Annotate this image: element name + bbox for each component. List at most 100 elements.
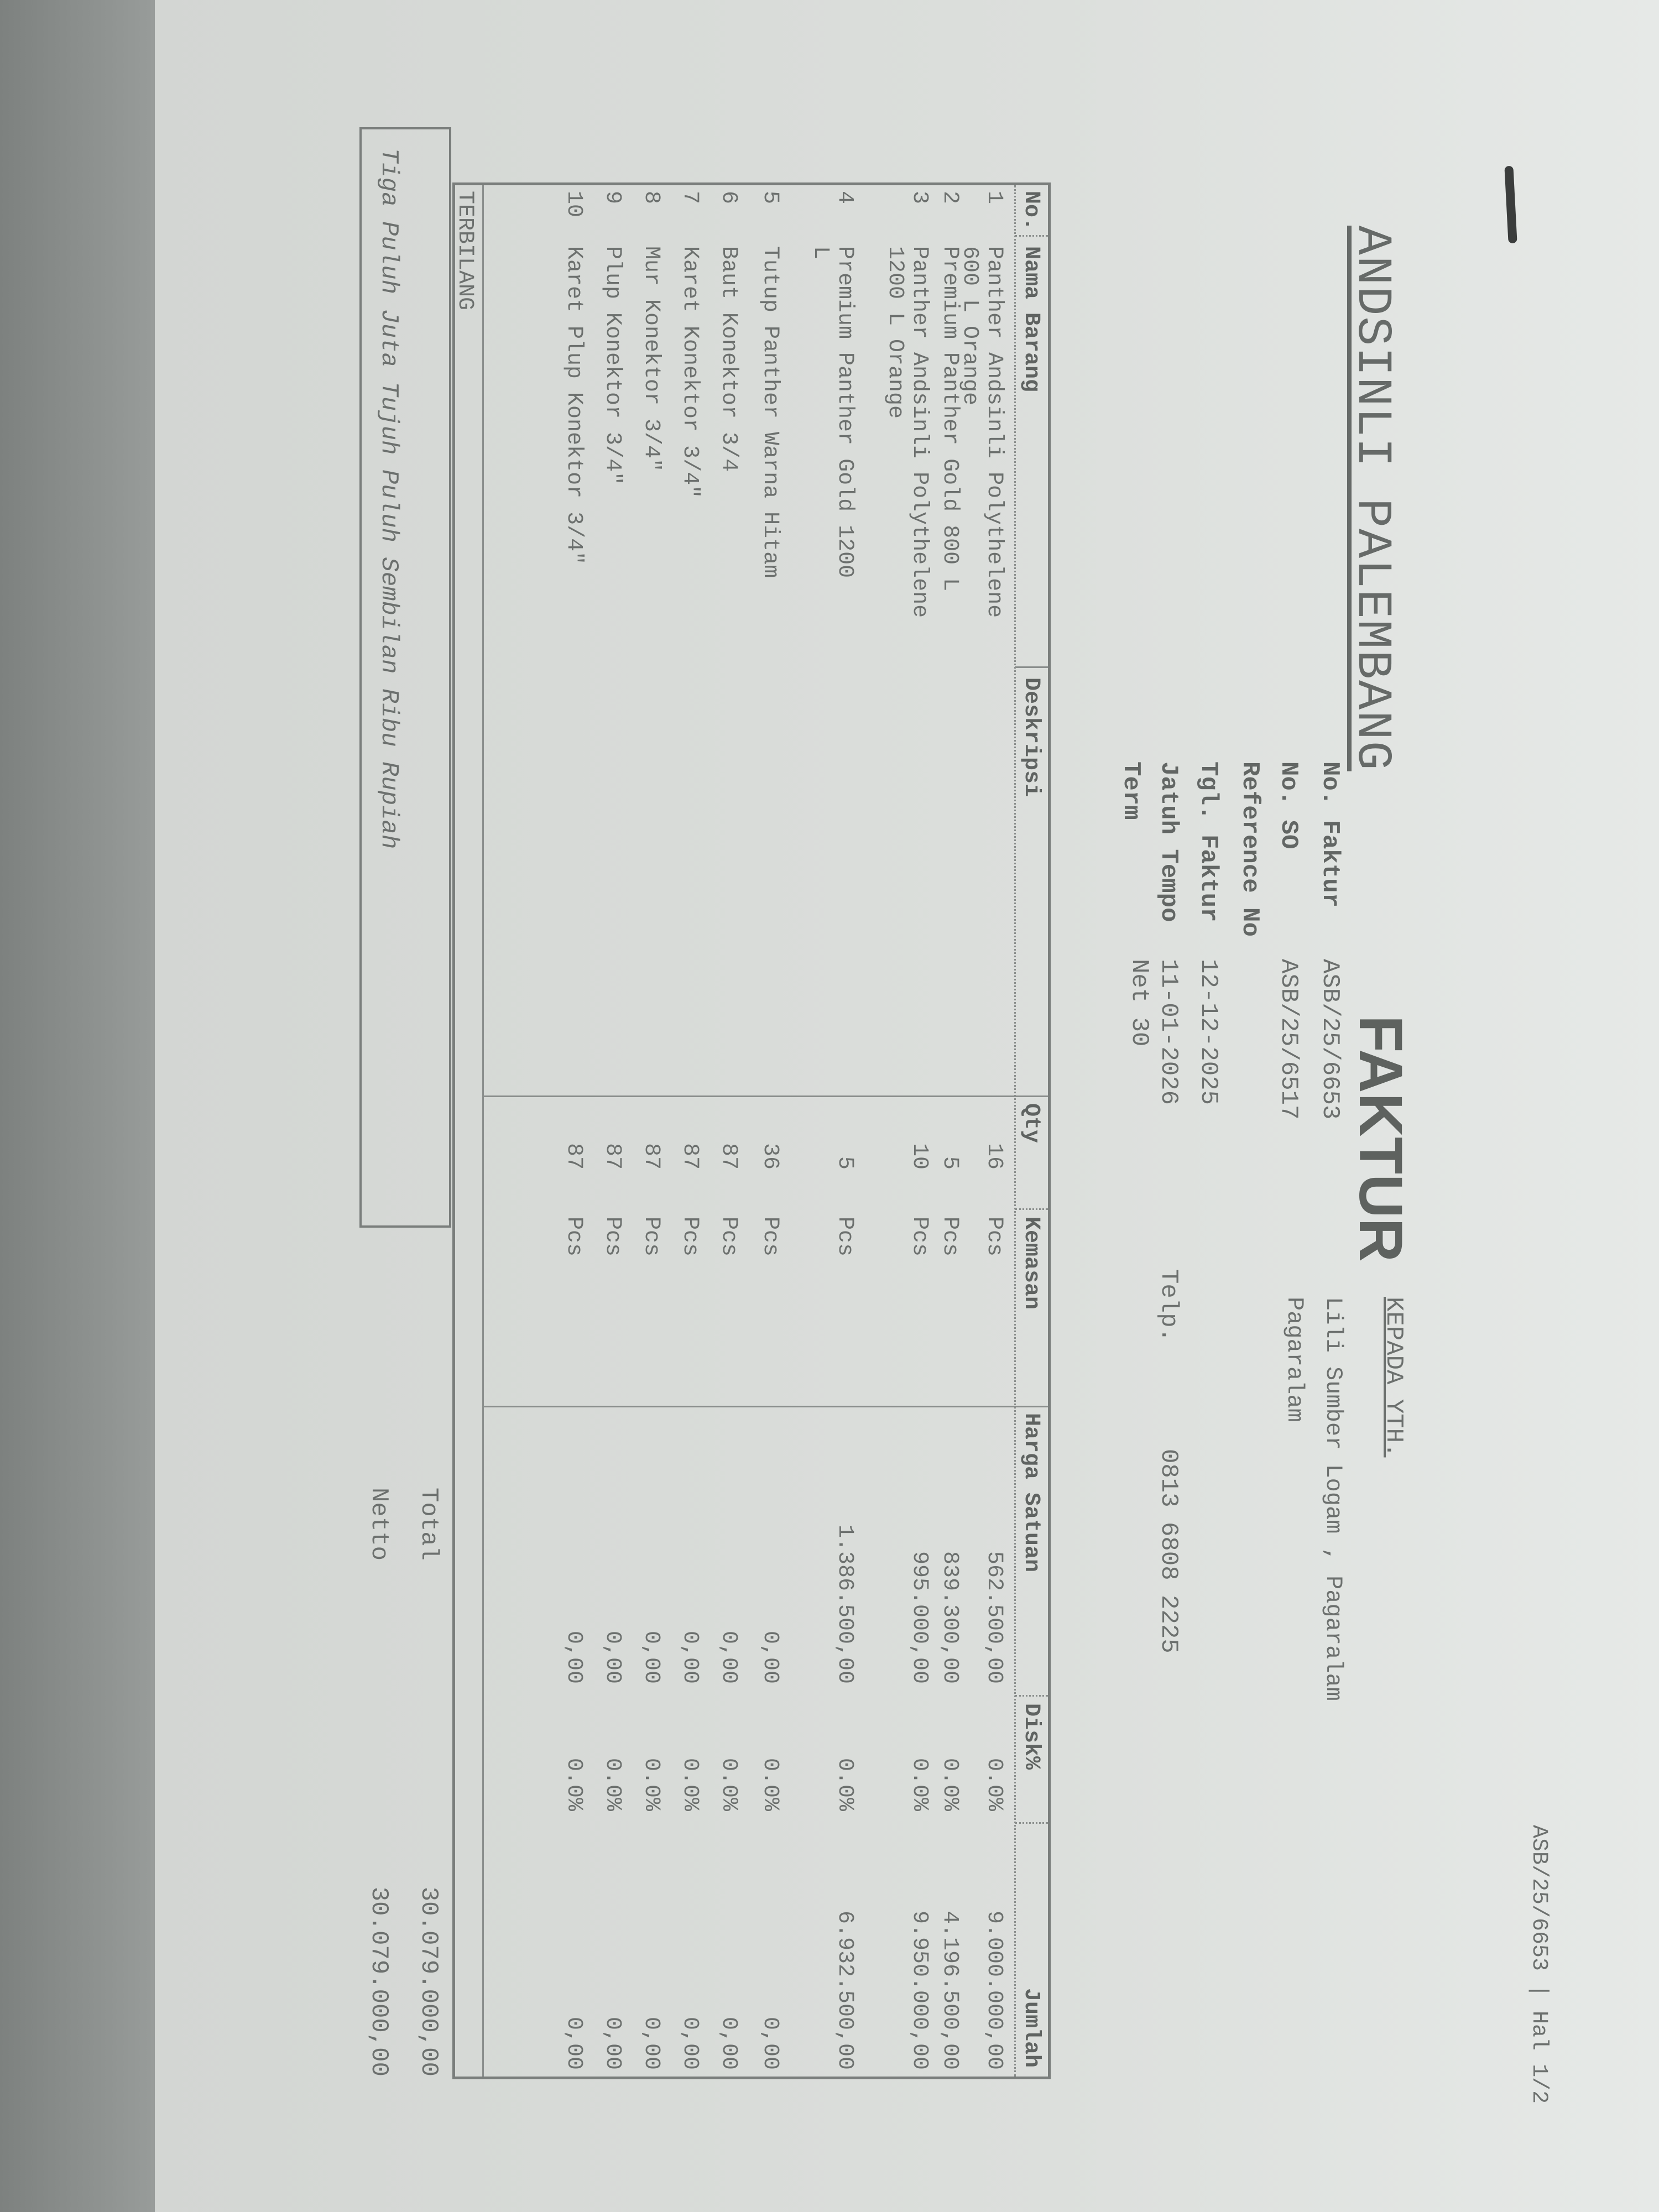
row-no: 8 bbox=[639, 191, 664, 205]
row-amount: 0,00 bbox=[677, 2016, 702, 2070]
row-no: 3 bbox=[907, 191, 932, 205]
row-price: 839.300,00 bbox=[937, 1551, 962, 1684]
row-price: 0,00 bbox=[639, 1630, 664, 1684]
invoice-paper: ANDSINLI PALEMBANG FAKTUR KEPADA YTH. Li… bbox=[155, 0, 1659, 2212]
column-divider bbox=[1015, 1695, 1048, 1697]
company-name: ANDSINLI PALEMBANG bbox=[1344, 226, 1399, 771]
col-name: Nama Barang bbox=[1019, 246, 1044, 393]
row-item-name: Tutup Panther Warna Hitam bbox=[758, 246, 782, 578]
row-no: 9 bbox=[600, 191, 625, 205]
row-amount: 9.000.000,00 bbox=[982, 1910, 1006, 2070]
row-amount: 0,00 bbox=[758, 2016, 782, 2070]
row-discount: 0.0% bbox=[677, 1757, 702, 1811]
row-no: 2 bbox=[937, 191, 962, 205]
col-price: Harga Satuan bbox=[1019, 1413, 1044, 1573]
row-qty: 87 bbox=[677, 1142, 702, 1170]
row-unit: Pcs bbox=[937, 1217, 962, 1257]
info-value: Net 30 bbox=[1125, 959, 1153, 1047]
row-discount: 0.0% bbox=[716, 1757, 741, 1811]
row-price: 1.386.500,00 bbox=[832, 1524, 857, 1684]
row-amount: 9.950.000,00 bbox=[907, 1910, 932, 2070]
info-label: Term bbox=[1117, 761, 1145, 820]
column-divider bbox=[1015, 1822, 1048, 1824]
netto-value: 30.079.000,00 bbox=[365, 1886, 393, 2077]
info-label: Reference No bbox=[1236, 761, 1264, 937]
row-item-name: Panther Andsinli Polythelene bbox=[907, 246, 932, 618]
row-unit: Pcs bbox=[832, 1217, 857, 1257]
row-item-name: Panther Andsinli Polythelene bbox=[982, 246, 1006, 618]
row-item-name: Karet Konektor 3/4" bbox=[677, 246, 702, 499]
recipient-label: KEPADA YTH. bbox=[1380, 1297, 1407, 1458]
row-price: 0,00 bbox=[716, 1630, 741, 1684]
row-item-name: Plup Konektor 3/4" bbox=[600, 246, 625, 486]
row-unit: Pcs bbox=[758, 1217, 782, 1257]
row-no: 4 bbox=[832, 191, 857, 205]
row-price: 995.000,00 bbox=[907, 1551, 932, 1684]
col-qty: Qty bbox=[1019, 1103, 1044, 1144]
col-unit: Kemasan bbox=[1019, 1217, 1044, 1310]
column-divider bbox=[1015, 666, 1048, 668]
row-price: 0,00 bbox=[600, 1630, 625, 1684]
terbilang-box bbox=[359, 127, 451, 1228]
info-label: Jatuh Tempo bbox=[1155, 761, 1182, 922]
row-price: 0,00 bbox=[758, 1630, 782, 1684]
col-no: No. bbox=[1019, 191, 1044, 231]
row-no: 7 bbox=[677, 191, 702, 205]
netto-label: Netto bbox=[365, 1488, 393, 1561]
row-unit: Pcs bbox=[600, 1217, 625, 1257]
row-item-name: L bbox=[808, 246, 833, 260]
row-item-name: Premium Panther Gold 1200 bbox=[832, 246, 857, 578]
row-qty: 10 bbox=[907, 1142, 932, 1170]
row-discount: 0.0% bbox=[561, 1757, 586, 1811]
total-value: 30.079.000,00 bbox=[415, 1886, 442, 2077]
row-amount: 6.932.500,00 bbox=[832, 1910, 857, 2070]
col-amount: Jumlah bbox=[1019, 1988, 1044, 2068]
body-divider bbox=[482, 185, 484, 2077]
row-item-name: 1200 L Orange bbox=[883, 246, 907, 419]
row-item-name: Baut Konektor 3/4 bbox=[716, 246, 741, 472]
row-discount: 0.0% bbox=[832, 1757, 857, 1811]
row-price: 0,00 bbox=[677, 1630, 702, 1684]
info-value: ASB/25/6517 bbox=[1275, 959, 1302, 1120]
info-label: No. SO bbox=[1275, 761, 1302, 849]
row-discount: 0.0% bbox=[982, 1757, 1006, 1811]
column-divider bbox=[484, 1095, 1048, 1097]
row-item-name: Karet Plup Konektor 3/4" bbox=[561, 246, 586, 565]
row-amount: 0,00 bbox=[639, 2016, 664, 2070]
column-divider bbox=[1015, 1208, 1048, 1210]
row-unit: Pcs bbox=[639, 1217, 664, 1257]
row-qty: 16 bbox=[982, 1142, 1006, 1170]
row-unit: Pcs bbox=[677, 1217, 702, 1257]
info-value: 11-01-2026 bbox=[1155, 959, 1182, 1105]
col-disc: Disk% bbox=[1019, 1703, 1044, 1770]
row-qty: 5 bbox=[832, 1156, 857, 1170]
row-price: 0,00 bbox=[561, 1630, 586, 1684]
row-amount: 0,00 bbox=[561, 2016, 586, 2070]
row-no: 6 bbox=[716, 191, 741, 205]
info-label: Tgl. Faktur bbox=[1194, 761, 1222, 922]
telp-value: 0813 6808 2225 bbox=[1155, 1449, 1182, 1653]
row-no: 5 bbox=[758, 191, 782, 205]
terbilang-text: Tiga Puluh Juta Tujuh Puluh Sembilan Rib… bbox=[375, 148, 403, 849]
row-unit: Pcs bbox=[982, 1217, 1006, 1257]
header-divider bbox=[1014, 185, 1016, 2077]
row-qty: 87 bbox=[600, 1142, 625, 1170]
page-reference: ASB/25/6653 | Hal 1/2 bbox=[1526, 1825, 1551, 2104]
row-qty: 87 bbox=[716, 1142, 741, 1170]
row-no: 1 bbox=[982, 191, 1006, 205]
info-value: ASB/25/6653 bbox=[1316, 959, 1344, 1120]
document-title: FAKTUR bbox=[1347, 1015, 1415, 1262]
row-item-name: Mur Konektor 3/4" bbox=[639, 246, 664, 472]
recipient-city: Pagaralam bbox=[1281, 1297, 1308, 1422]
row-unit: Pcs bbox=[561, 1217, 586, 1257]
terbilang-label: TERBILANG bbox=[452, 191, 477, 311]
row-discount: 0.0% bbox=[639, 1757, 664, 1811]
row-discount: 0.0% bbox=[907, 1757, 932, 1811]
info-value: 12-12-2025 bbox=[1194, 959, 1222, 1105]
row-qty: 5 bbox=[937, 1156, 962, 1170]
row-discount: 0.0% bbox=[758, 1757, 782, 1811]
pen-mark bbox=[1504, 165, 1517, 244]
col-desc: Deskripsi bbox=[1019, 677, 1044, 797]
row-amount: 4.196.500,00 bbox=[937, 1910, 962, 2070]
row-unit: Pcs bbox=[907, 1217, 932, 1257]
